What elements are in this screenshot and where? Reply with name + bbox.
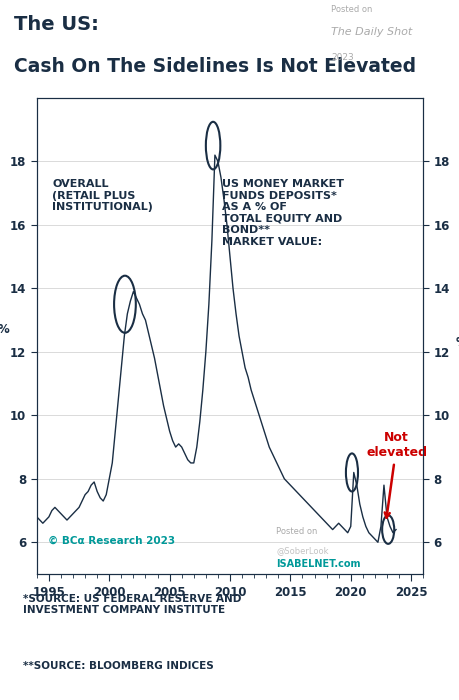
Text: **SOURCE: BLOOMBERG INDICES: **SOURCE: BLOOMBERG INDICES — [22, 661, 213, 671]
Y-axis label: %: % — [454, 336, 459, 349]
Y-axis label: %: % — [0, 323, 9, 336]
Text: US MONEY MARKET
FUNDS DEPOSITS*
AS A % OF
TOTAL EQUITY AND
BOND**
MARKET VALUE:: US MONEY MARKET FUNDS DEPOSITS* AS A % O… — [222, 179, 343, 247]
Text: OVERALL
(RETAIL PLUS
INSTITUTIONAL): OVERALL (RETAIL PLUS INSTITUTIONAL) — [52, 179, 153, 212]
Text: Posted on: Posted on — [276, 527, 317, 536]
Text: ISABELNET.com: ISABELNET.com — [276, 559, 360, 569]
Text: @SoberLook: @SoberLook — [276, 546, 328, 555]
Text: *SOURCE: US FEDERAL RESERVE AND
INVESTMENT COMPANY INSTITUTE: *SOURCE: US FEDERAL RESERVE AND INVESTME… — [22, 594, 241, 615]
Text: Not
elevated: Not elevated — [365, 431, 426, 518]
Text: Posted on: Posted on — [330, 5, 372, 14]
Text: Cash On The Sidelines Is Not Elevated: Cash On The Sidelines Is Not Elevated — [14, 57, 415, 76]
Text: 2023: 2023 — [330, 53, 353, 62]
Text: The Daily Shot: The Daily Shot — [330, 27, 412, 37]
Text: © BCα Research 2023: © BCα Research 2023 — [48, 536, 175, 545]
Text: The US:: The US: — [14, 15, 99, 34]
